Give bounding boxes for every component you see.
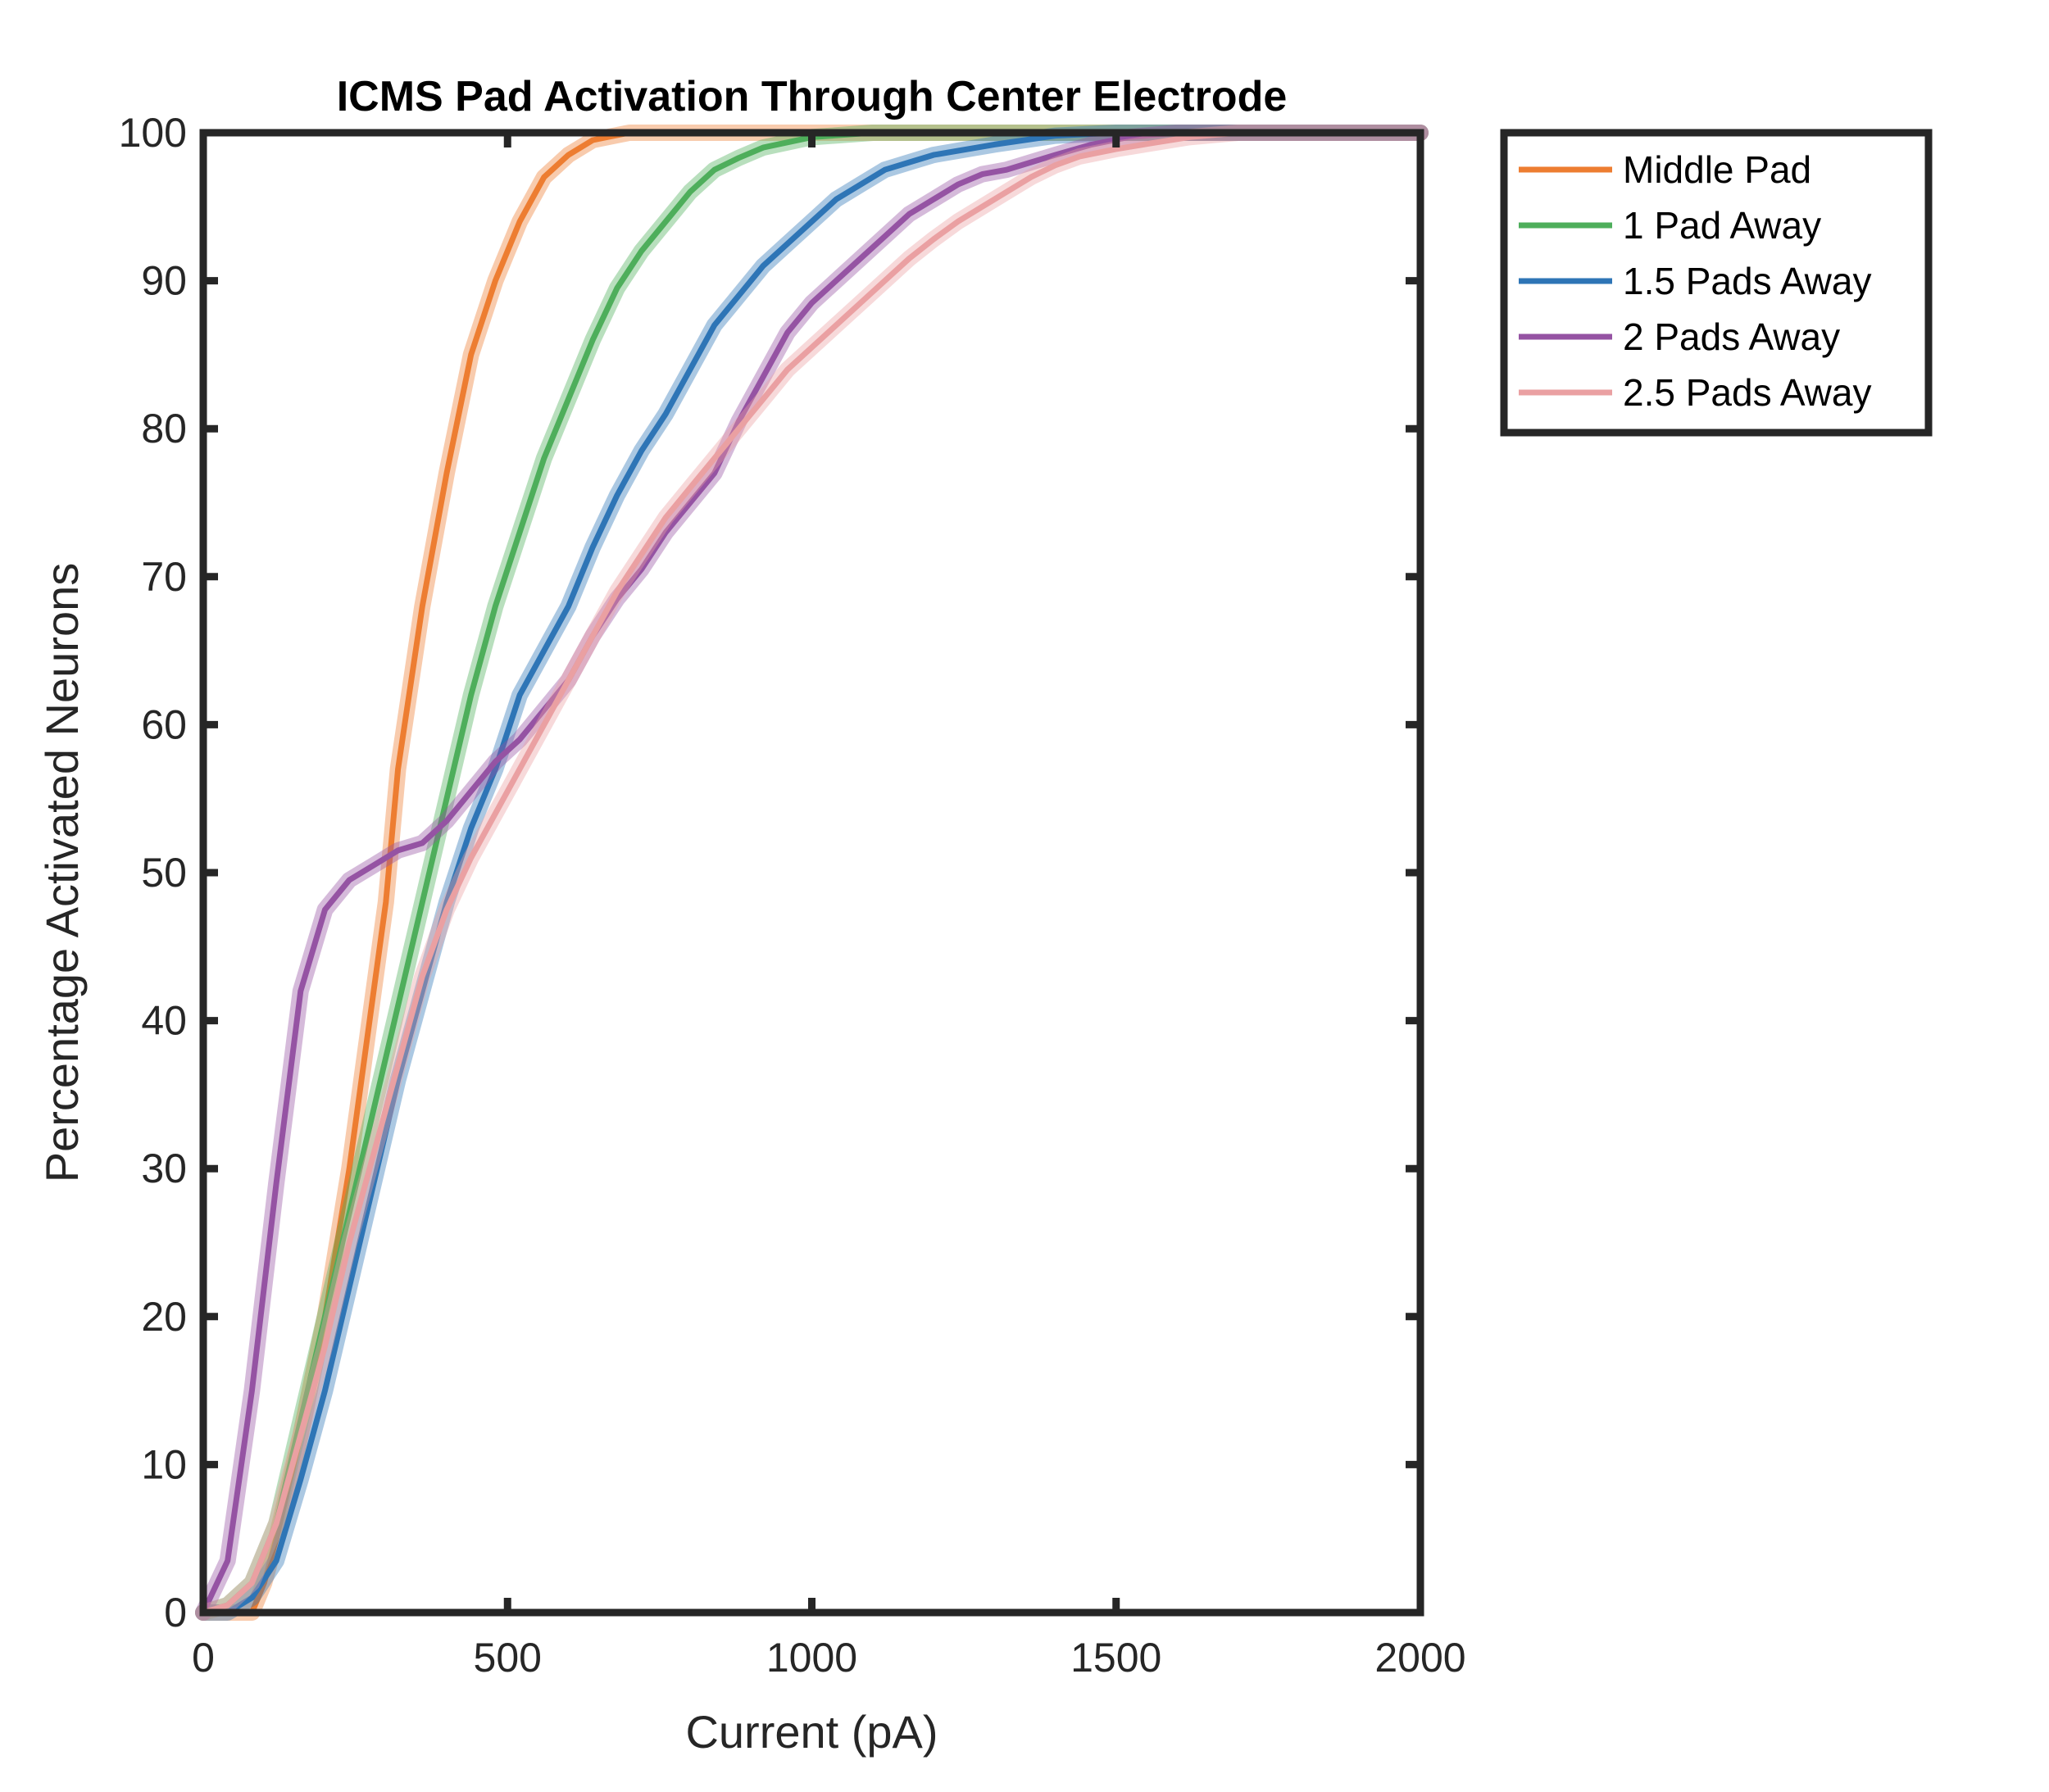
series-4-line [200,129,1424,1616]
legend-label: 2.5 Pads Away [1623,371,1871,414]
y-tick-label: 80 [141,406,187,451]
y-tick-label: 0 [164,1590,187,1635]
legend-label: 2 Pads Away [1623,315,1840,358]
series-3-line [200,129,1424,1616]
y-axis-label: Percentage Activated Neurons [36,563,88,1182]
y-tick-label: 100 [119,110,187,156]
series-layer [195,125,1429,1621]
series-4 [195,125,1429,1621]
legend-label: 1 Pad Away [1623,204,1821,247]
legend-item: Middle Pad [1519,148,1811,191]
legend-item: 2 Pads Away [1519,315,1840,358]
legend-label: 1.5 Pads Away [1623,260,1871,302]
ticks-layer: 0 500 1000 1500 2000 0 10 20 30 40 50 60 70 80 90 100 [119,110,1466,1681]
series-2-line [200,129,1424,1616]
y-tick-label: 40 [141,998,187,1044]
series-5 [195,125,1429,1621]
x-tick-label: 0 [192,1635,215,1681]
y-tick-label: 60 [141,701,187,747]
legend-item: 1 Pad Away [1519,204,1821,247]
y-tick-label: 50 [141,850,187,896]
series-2 [195,125,1429,1621]
series-5-line [200,129,1424,1616]
x-tick-label: 500 [474,1635,542,1681]
y-tick-label: 20 [141,1294,187,1340]
legend: Middle Pad 1 Pad Away 1.5 Pads Away 2 Pads … [1500,129,1933,437]
x-tick-label: 2000 [1374,1635,1465,1681]
legend-item: 2.5 Pads Away [1519,371,1871,414]
y-tick-label: 90 [141,258,187,304]
x-tick-label: 1500 [1070,1635,1161,1681]
y-tick-label: 10 [141,1441,187,1487]
x-tick-label: 1000 [766,1635,857,1681]
chart-title: ICMS Pad Activation Through Center Elect… [337,73,1288,120]
series-3 [195,125,1429,1621]
legend-label: Middle Pad [1623,148,1811,191]
y-tick-label: 30 [141,1146,187,1191]
legend-item: 1.5 Pads Away [1519,260,1871,302]
x-axis-label: Current (pA) [685,1706,938,1758]
y-tick-label: 70 [141,554,187,600]
